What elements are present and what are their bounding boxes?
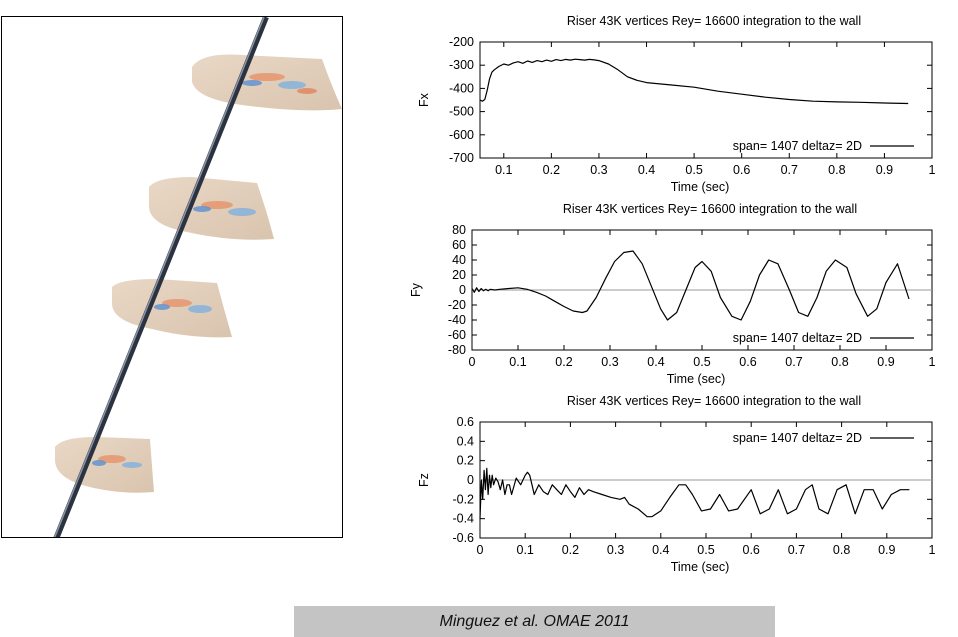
chart2-legend-label: span= 1407 deltaz= 2D <box>733 331 862 345</box>
chart1-ytick-label: -600 <box>449 128 474 142</box>
chart1-ytick-label: -200 <box>449 35 474 49</box>
chart1-ytick-label: -300 <box>449 58 474 72</box>
vorticity-slice-1 <box>192 54 342 111</box>
chart1-xtick-label: 0.1 <box>495 163 512 177</box>
chart3-xtick-label: 0.6 <box>743 543 760 557</box>
chart2-title: Riser 43K vertices Rey= 16600 integratio… <box>563 202 857 216</box>
chart3-xtick-label: 0 <box>477 543 484 557</box>
chart2-xtick-label: 1 <box>929 355 936 369</box>
chart2-ytick-label: -40 <box>448 313 466 327</box>
chart3-xtick-label: 0.4 <box>652 543 669 557</box>
chart1-xtick-label: 0.8 <box>828 163 845 177</box>
chart3-ytick-label: -0.4 <box>452 512 474 526</box>
chart3-ytick-label: 0.2 <box>457 454 474 468</box>
chart3-ytick-label: -0.6 <box>452 531 474 545</box>
chart1-xtick-label: 0.5 <box>685 163 702 177</box>
chart1-xtick-label: 0.2 <box>543 163 560 177</box>
chart2-xtick-label: 0.7 <box>785 355 802 369</box>
chart3-y-axis-label: Fz <box>417 473 431 487</box>
chart1-x-axis-label: Time (sec) <box>671 180 730 194</box>
chart1-xtick-label: 0.6 <box>733 163 750 177</box>
chart3-ytick-label: -0.2 <box>452 492 474 506</box>
chart2-y-axis-label: Fy <box>409 282 423 297</box>
chart2-xtick-label: 0.1 <box>509 355 526 369</box>
chart2-xtick-label: 0.4 <box>647 355 664 369</box>
chart2-xtick-label: 0 <box>469 355 476 369</box>
chart3-ytick-label: 0.6 <box>457 415 474 429</box>
chart1-xtick-label: 0.9 <box>876 163 893 177</box>
chart3-xtick-label: 0.7 <box>788 543 805 557</box>
chart3-ytick-label: 0.4 <box>457 434 474 448</box>
chart2-ytick-label: -60 <box>448 328 466 342</box>
caption-text: Minguez et al. OMAE 2011 <box>439 613 630 630</box>
chart3-xtick-label: 0.9 <box>878 543 895 557</box>
chart3-xtick-label: 0.8 <box>833 543 850 557</box>
chart3-title: Riser 43K vertices Rey= 16600 integratio… <box>567 394 861 408</box>
riser-simulation-image <box>1 16 343 538</box>
chart1-xtick-label: 0.4 <box>638 163 655 177</box>
chart1-xtick-label: 0.7 <box>781 163 798 177</box>
chart2-xtick-label: 0.8 <box>831 355 848 369</box>
chart1-legend-label: span= 1407 deltaz= 2D <box>733 139 862 153</box>
chart3-xtick-label: 0.3 <box>607 543 624 557</box>
caption-bar: Minguez et al. OMAE 2011 <box>294 606 775 637</box>
chart2-series-line <box>471 250 910 321</box>
chart1-y-axis-label: Fx <box>417 92 431 107</box>
chart3-x-axis-label: Time (sec) <box>671 560 730 574</box>
chart3-xtick-label: 0.2 <box>562 543 579 557</box>
chart2-ytick-label: -80 <box>448 343 466 357</box>
chart3-xtick-label: 0.1 <box>517 543 534 557</box>
chart1-xtick-label: 0.3 <box>590 163 607 177</box>
chart1-series-line <box>479 58 909 105</box>
chart2-x-axis-label: Time (sec) <box>667 372 726 386</box>
chart2-xtick-label: 0.9 <box>877 355 894 369</box>
chart3-legend-label: span= 1407 deltaz= 2D <box>733 431 862 445</box>
chart2-xtick-label: 0.6 <box>739 355 756 369</box>
chart2-ytick-label: 0 <box>459 283 466 297</box>
chart2-xtick-label: 0.2 <box>555 355 572 369</box>
chart2-ytick-label: 60 <box>452 238 466 252</box>
chart2-ytick-label: 40 <box>452 253 466 267</box>
chart3-xtick-label: 0.5 <box>697 543 714 557</box>
chart2-ytick-label: 80 <box>452 223 466 237</box>
chart1-xtick-label: 1 <box>929 163 936 177</box>
chart1-plot-frame <box>479 41 933 159</box>
riser-pipe <box>53 17 269 537</box>
chart2-xtick-label: 0.3 <box>601 355 618 369</box>
chart2-xtick-label: 0.5 <box>693 355 710 369</box>
riser-vorticity-slices-icon <box>53 17 342 537</box>
chart2-ytick-label: 20 <box>452 268 466 282</box>
chart3-xtick-label: 1 <box>929 543 936 557</box>
chart1-title: Riser 43K vertices Rey= 16600 integratio… <box>567 14 861 28</box>
chart1-ytick-label: -400 <box>449 81 474 95</box>
chart1-ytick-label: -500 <box>449 105 474 119</box>
force-charts: Riser 43K vertices Rey= 16600 integratio… <box>409 14 936 574</box>
chart3-ytick-label: 0 <box>467 473 474 487</box>
chart1-ytick-label: -700 <box>449 151 474 165</box>
chart3-series-line <box>479 467 910 519</box>
chart2-ytick-label: -20 <box>448 298 466 312</box>
